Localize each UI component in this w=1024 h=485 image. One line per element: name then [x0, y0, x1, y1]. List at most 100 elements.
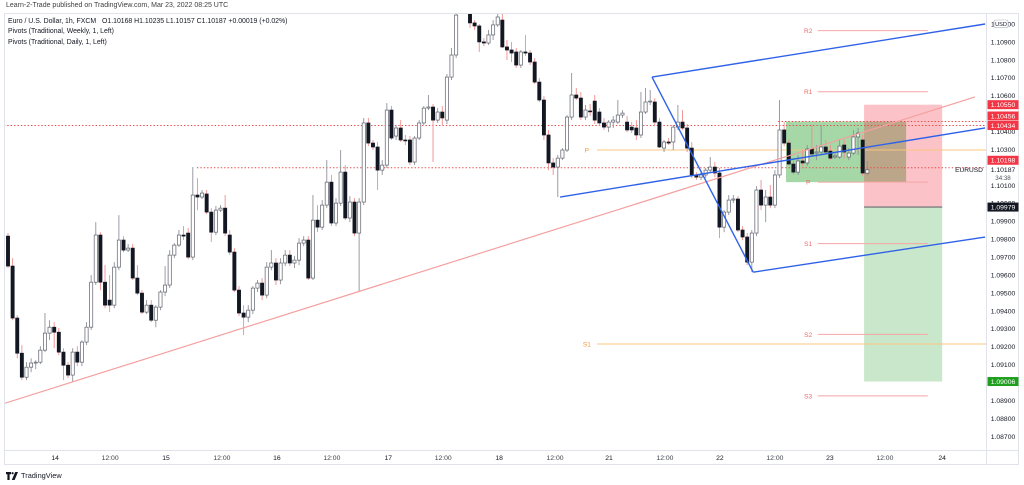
candle — [481, 41, 486, 44]
candle — [851, 136, 856, 154]
time-tick-hour: 12:00 — [656, 455, 673, 462]
candle — [89, 281, 94, 328]
pivot-and-level-lines: P S1 R2 R1 P S1 S2 S3 — [5, 28, 986, 400]
candle — [347, 201, 352, 219]
price-badge — [987, 100, 1019, 110]
candle — [140, 292, 144, 313]
candle — [407, 139, 412, 163]
candle — [246, 309, 251, 318]
price-badge — [987, 377, 1019, 387]
candle — [223, 207, 228, 234]
ascending-support-trendline[interactable] — [5, 96, 976, 404]
price-tick-label: 1.10700 — [991, 75, 1016, 82]
candle — [468, 14, 472, 24]
candle — [417, 122, 422, 139]
candle — [708, 166, 713, 171]
price-badge-label: 1.10550 — [991, 102, 1016, 109]
candle — [116, 239, 121, 268]
descending-blue-leg[interactable] — [651, 76, 754, 273]
candle — [29, 362, 34, 368]
price-tick-label: 1.09900 — [991, 219, 1016, 226]
candle — [232, 251, 237, 291]
candle — [782, 129, 787, 144]
time-tick-day: 21 — [605, 455, 613, 462]
price-badge — [987, 120, 1019, 130]
candle — [823, 146, 828, 153]
candle — [620, 112, 625, 116]
trendline-drawings[interactable] — [5, 23, 986, 404]
candle — [375, 146, 380, 171]
indicator-daily-pivots[interactable]: Pivots (Traditional, Daily, 1, Left) — [8, 38, 107, 46]
candle — [634, 127, 639, 136]
candle — [389, 109, 394, 139]
candle — [79, 341, 84, 363]
candle — [726, 199, 731, 213]
candle — [464, 0, 467, 2]
price-badge-label: 1.10198 — [991, 158, 1016, 165]
time-tick-day: 15 — [162, 455, 170, 462]
price-tick-label: 1.09300 — [991, 326, 1016, 333]
candlestick-series — [6, 0, 870, 383]
candle — [680, 121, 685, 129]
candle — [421, 107, 426, 124]
candle — [777, 129, 782, 176]
candle — [671, 126, 676, 143]
candle — [860, 139, 865, 174]
candle — [583, 109, 588, 118]
candle — [338, 171, 343, 204]
time-tick-hour: 12:00 — [766, 455, 783, 462]
candle — [241, 312, 246, 318]
candle — [167, 254, 172, 286]
candle — [6, 235, 10, 267]
drawing-zones[interactable] — [786, 104, 943, 382]
candle — [306, 239, 311, 279]
candle — [814, 151, 819, 154]
indicator-weekly-pivots[interactable]: Pivots (Traditional, Weekly, 1, Left) — [8, 28, 114, 36]
time-axis[interactable]: 14 12:00 15 12:00 16 12:00 17 12:00 18 12:00 21 12:… — [51, 455, 946, 462]
candle — [98, 234, 103, 283]
time-tick-day: 14 — [51, 455, 59, 462]
lower-blue-channel-line[interactable] — [753, 236, 986, 273]
candle — [440, 111, 445, 119]
publication-line: Learn-2-Trade published on TradingView.c… — [6, 2, 229, 9]
time-tick-hour: 12:00 — [102, 455, 119, 462]
candle — [865, 169, 870, 174]
price-tick-label: 1.10800 — [991, 57, 1016, 64]
candle — [260, 282, 265, 296]
candle — [652, 101, 657, 123]
rising-blue-trendline[interactable] — [559, 127, 986, 198]
candle — [61, 351, 66, 366]
symbol-legend-row[interactable]: Euro / U.S. Dollar, 1h, FXCM O1.10168 H1… — [8, 17, 287, 27]
daily-pivot-s1-label: S1 — [804, 241, 812, 248]
price-tick-label: 1.08900 — [991, 398, 1016, 405]
candle — [24, 366, 29, 378]
candle — [329, 181, 334, 224]
candle — [278, 262, 283, 281]
candle — [394, 127, 399, 137]
candle — [43, 332, 47, 351]
take-profit-zone[interactable] — [864, 207, 943, 382]
candle — [518, 51, 523, 66]
candle — [172, 244, 177, 256]
candle — [717, 172, 722, 228]
candle — [643, 101, 648, 113]
currency-tag[interactable] — [993, 19, 1009, 28]
candle — [47, 326, 52, 334]
price-tick-label: 1.08700 — [991, 434, 1016, 441]
candle — [611, 119, 616, 123]
candle — [371, 142, 375, 148]
price-tick-label: 1.09500 — [991, 290, 1016, 297]
upper-blue-channel-line[interactable] — [651, 23, 986, 78]
price-tick-label: 1.09400 — [991, 308, 1016, 315]
candle — [84, 326, 89, 343]
price-tick-label: 1.08800 — [991, 416, 1016, 423]
candle — [324, 181, 329, 206]
candle — [121, 239, 126, 251]
candle — [685, 127, 690, 149]
plot-area[interactable]: P S1 R2 R1 P S1 S2 S3 EURUSD — [4, 0, 986, 404]
candle — [158, 291, 163, 308]
candle — [292, 259, 297, 264]
candle — [602, 122, 606, 128]
